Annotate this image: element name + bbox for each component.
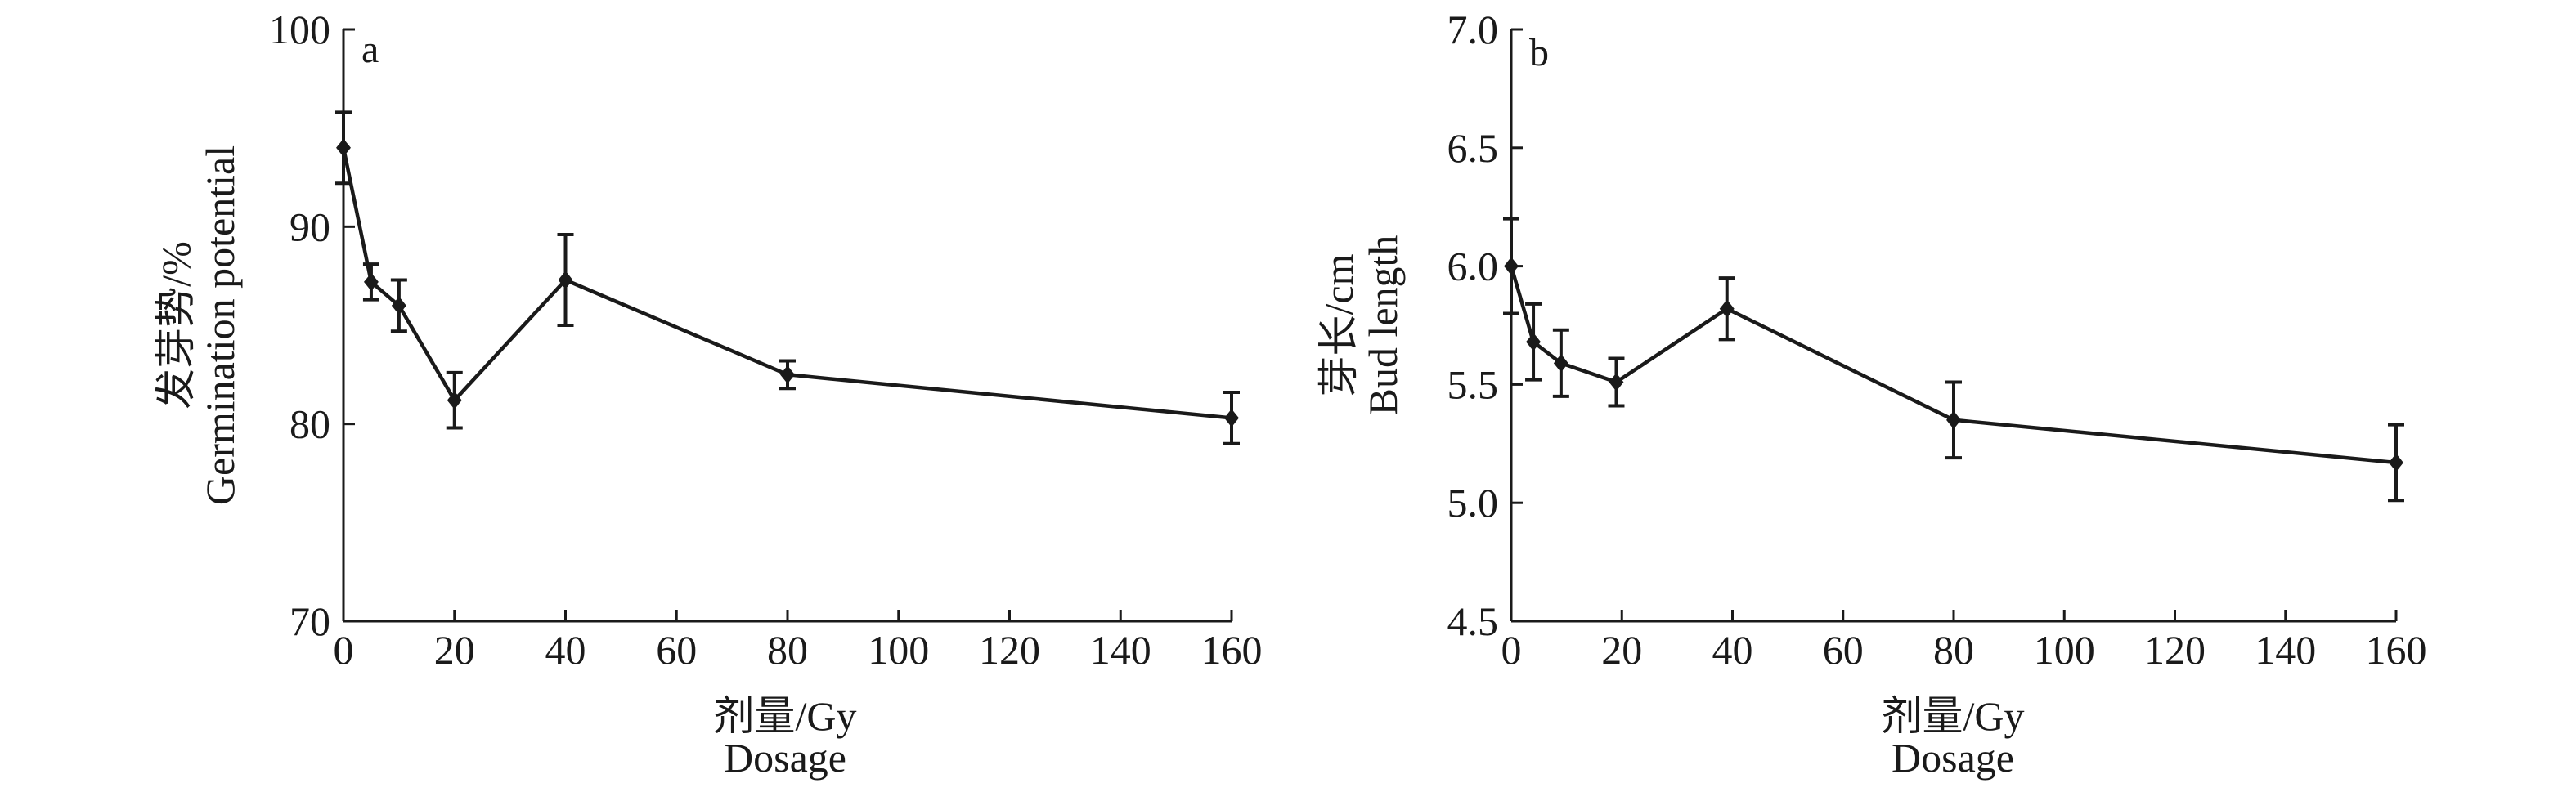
panel-b-data-point	[2389, 453, 2403, 472]
panel-b-x-tick-label: 120	[2144, 627, 2206, 673]
panel-a-data-point	[336, 138, 351, 158]
panel-a-x-tick-label: 20	[434, 627, 475, 673]
panel-b-y-tick-label: 5.5	[1447, 361, 1499, 407]
panel-a-x-tick-label: 100	[868, 627, 929, 673]
panel-b-y-tick-label: 5.0	[1447, 480, 1499, 526]
panel-b-x-title-zh: 剂量/Gy	[1882, 693, 2025, 739]
panel-b-y-title-en: Bud length	[1360, 235, 1406, 416]
panel-a-data-point	[447, 391, 462, 409]
panel-b-data-point	[1526, 333, 1542, 351]
panel-b-y-title-zh: 芽长/cm	[1316, 253, 1362, 396]
panel-b-y-ticks: 4.5 5.0 5.5 6.0 6.5 7.0	[1447, 7, 1523, 644]
panel-a-data-point	[363, 272, 379, 292]
panel-b-y-tick-label: 6.5	[1447, 125, 1499, 171]
panel-a-x-tick-label: 120	[979, 627, 1040, 673]
panel-a-y-tick-label: 100	[269, 7, 330, 52]
panel-b-data-point	[1553, 354, 1568, 373]
panel-a-x-tick-label: 0	[334, 627, 354, 673]
chart-panel-b: 0 20 40 60 80 100 120 140 160 4.5 5.0 5.5 6.0 6.5 7.0…	[1316, 7, 2427, 781]
panel-b-data-point	[1609, 373, 1624, 392]
panel-a-label: a	[361, 28, 379, 71]
panel-a-data-point	[391, 296, 406, 315]
panel-a-x-tick-label: 40	[545, 627, 586, 673]
panel-b-x-title-en: Dosage	[1892, 735, 2014, 781]
panel-b-data-point	[1946, 410, 1961, 430]
panel-b-label: b	[1529, 31, 1549, 74]
panel-b-data-point	[1719, 299, 1735, 318]
panel-a-x-tick-label: 60	[656, 627, 697, 673]
panel-a-data-point	[558, 271, 573, 289]
panel-b-data-point	[1504, 257, 1519, 275]
panel-a-x-tick-label: 160	[1201, 627, 1263, 673]
panel-b-x-tick-label: 20	[1601, 627, 1642, 673]
panel-b-x-ticks: 0 20 40 60 80 100 120 140 160	[1501, 610, 2427, 673]
panel-b-y-tick-label: 4.5	[1447, 598, 1499, 644]
panel-a-data-point	[1224, 409, 1239, 427]
panel-b-series	[1503, 217, 2404, 503]
panel-a-y-tick-label: 70	[289, 598, 330, 644]
panel-b-x-tick-label: 40	[1712, 627, 1753, 673]
panel-a-x-tick-label: 140	[1090, 627, 1151, 673]
panel-a-y-ticks: 70 80 90 100	[269, 7, 355, 644]
panel-a-data-point	[780, 365, 795, 384]
panel-a-x-ticks: 0 20 40 60 80 100 120 140 160	[334, 610, 1263, 673]
panel-b-x-tick-label: 140	[2255, 627, 2316, 673]
panel-a-x-tick-label: 80	[767, 627, 808, 673]
panel-b-x-tick-label: 60	[1823, 627, 1864, 673]
panel-b-x-tick-label: 0	[1501, 627, 1522, 673]
panel-a-y-tick-label: 80	[289, 401, 330, 447]
panel-a-y-title-en: Germination potential	[197, 145, 243, 505]
panel-a-x-title-zh: 剂量/Gy	[714, 693, 857, 739]
panel-a-y-title-zh: 发芽势/%	[153, 241, 199, 409]
panel-a-x-title-en: Dosage	[724, 735, 846, 781]
panel-b-x-tick-label: 80	[1933, 627, 1974, 673]
panel-a-y-tick-label: 90	[289, 204, 330, 249]
panel-b-x-tick-label: 100	[2034, 627, 2095, 673]
panel-b-x-tick-label: 160	[2366, 627, 2427, 673]
panel-b-y-tick-label: 7.0	[1447, 7, 1499, 52]
panel-a-series	[335, 110, 1240, 445]
panel-b-y-tick-label: 6.0	[1447, 244, 1499, 289]
